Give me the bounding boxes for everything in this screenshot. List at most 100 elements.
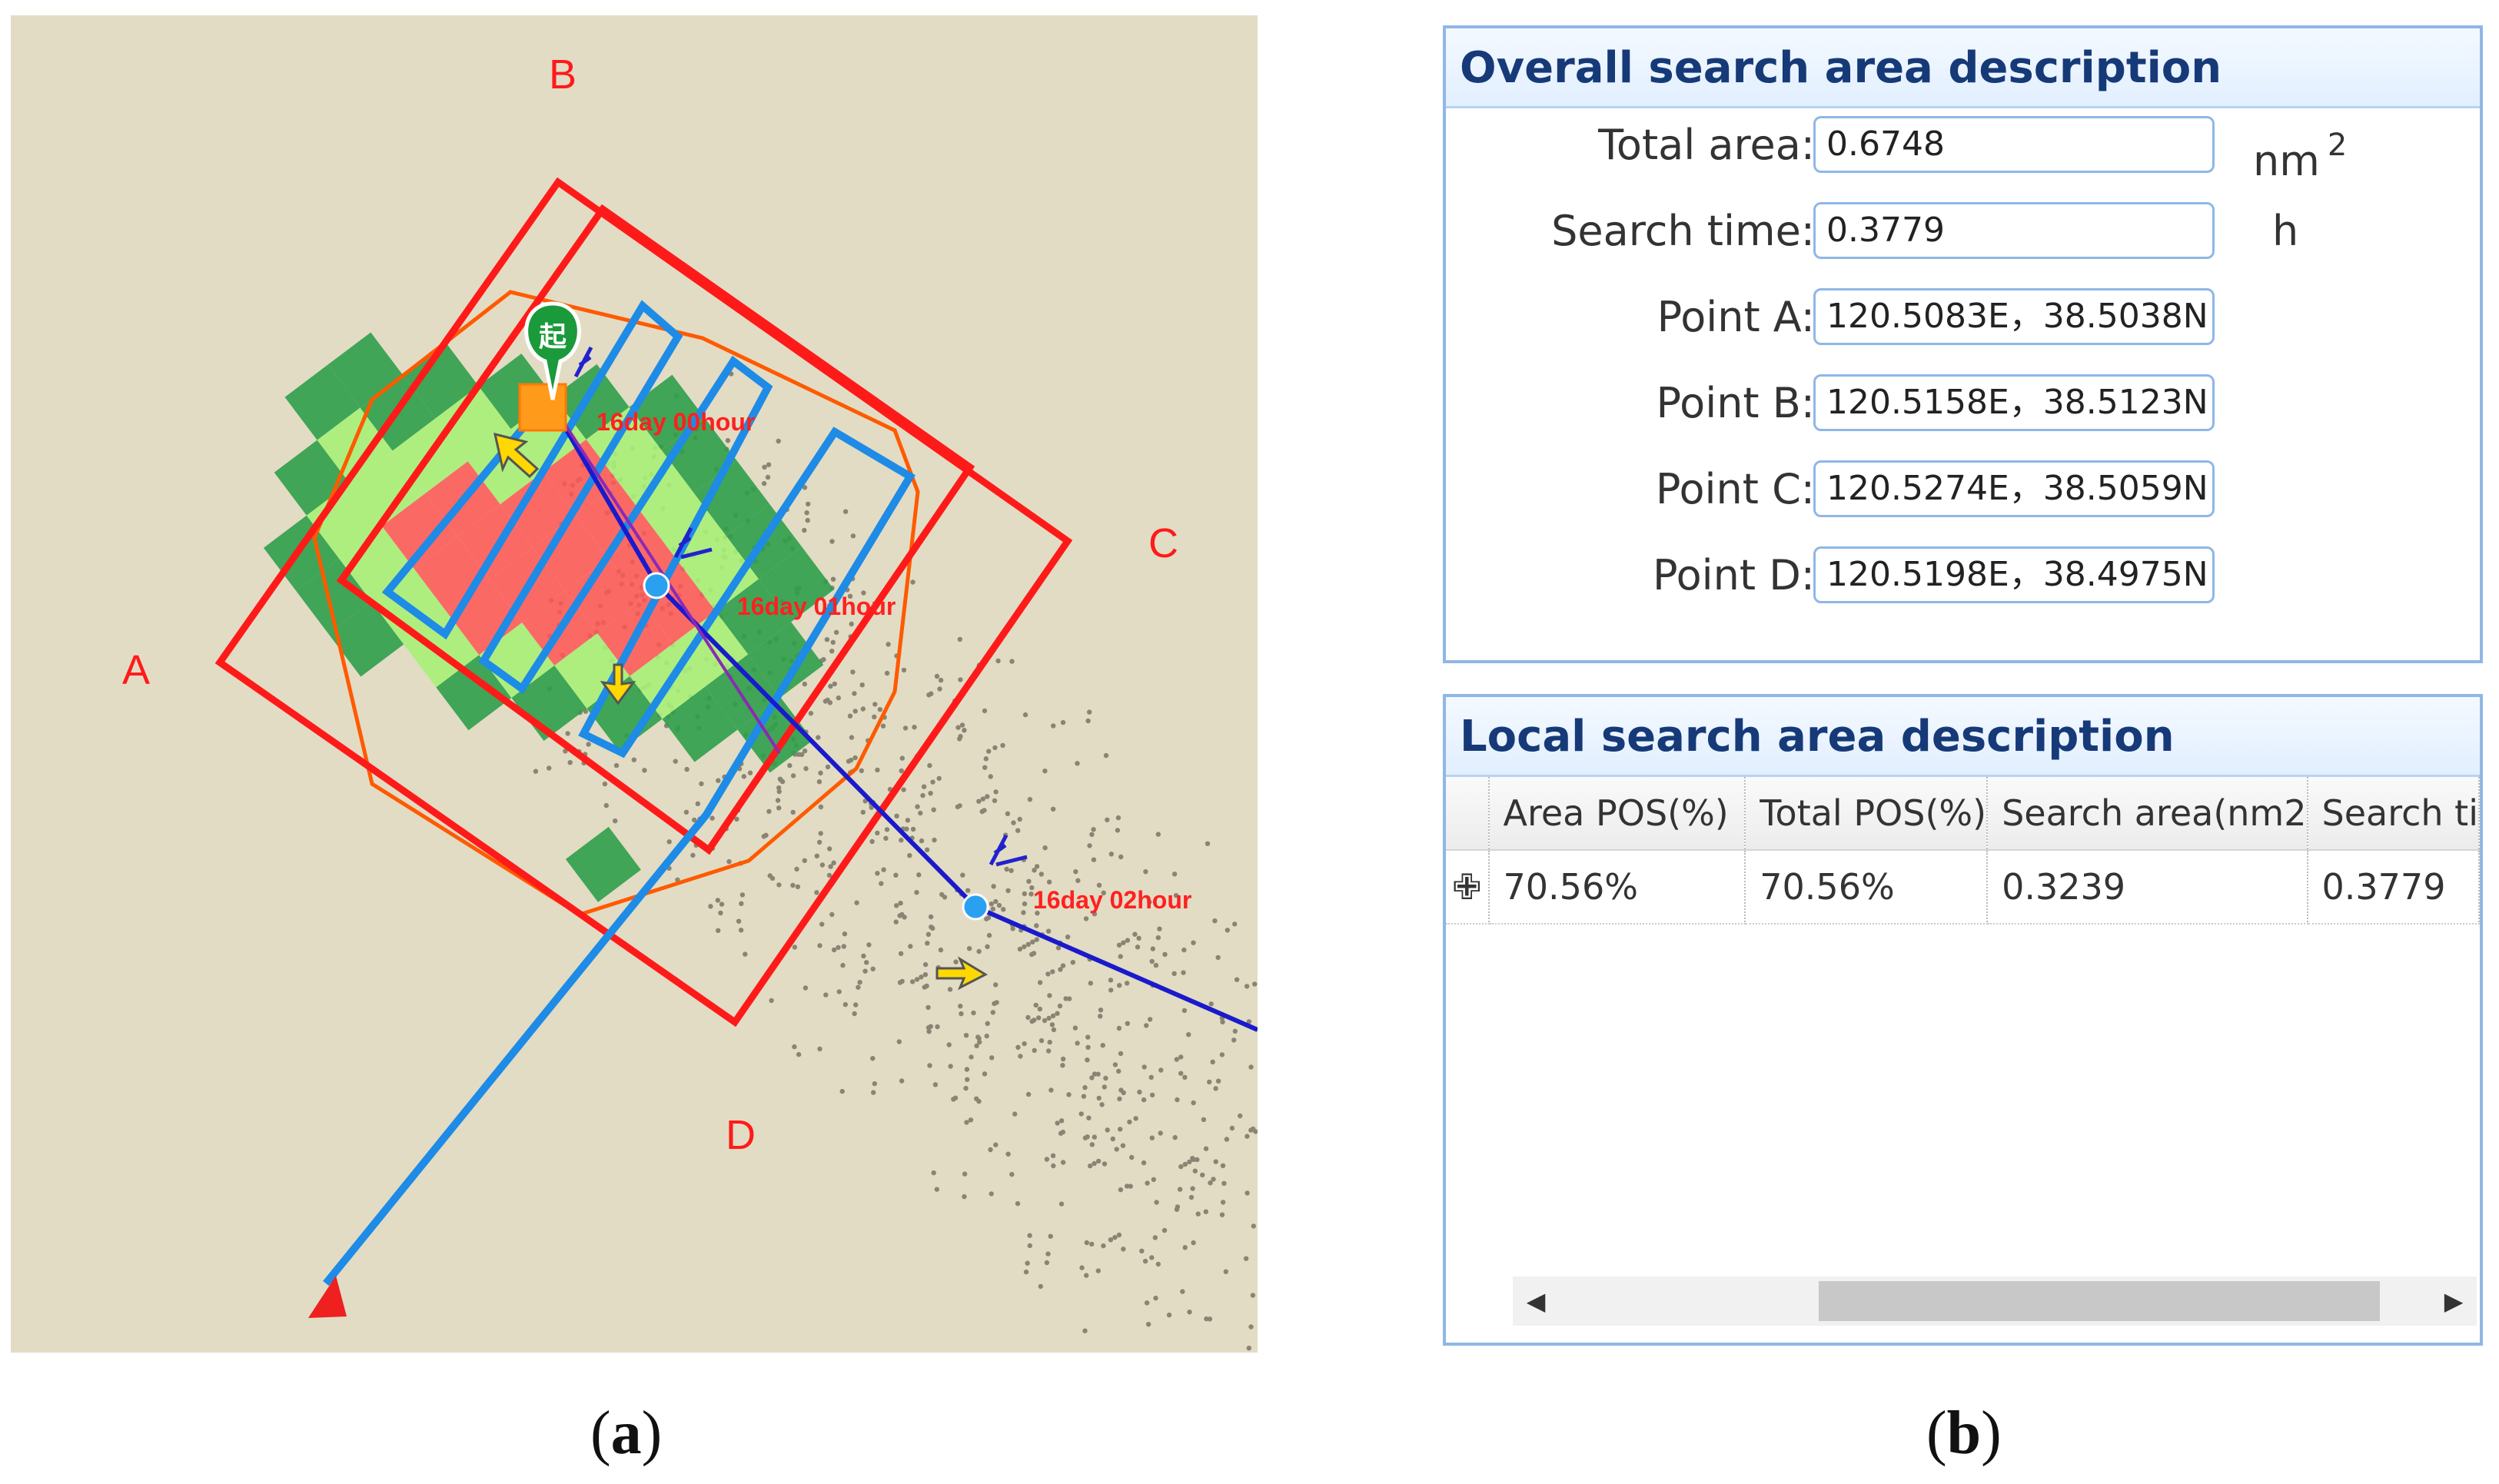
drift-particle bbox=[1205, 841, 1211, 847]
drift-particle bbox=[1238, 1113, 1243, 1119]
value-field[interactable]: 0.6748 bbox=[1813, 116, 2215, 173]
drift-particle bbox=[856, 984, 861, 990]
start-marker[interactable]: 起 bbox=[518, 301, 581, 432]
drift-particle bbox=[925, 1004, 931, 1011]
column-header[interactable]: Search ti bbox=[2307, 777, 2480, 851]
overall-row: Total area: 0.6748 nm 2 bbox=[1446, 115, 2480, 185]
drift-particle bbox=[1114, 1147, 1119, 1152]
drift-particle bbox=[1045, 971, 1051, 977]
drift-particle bbox=[1042, 845, 1048, 851]
drift-particle bbox=[777, 776, 783, 782]
drift-particle bbox=[1095, 1158, 1102, 1164]
drift-particle bbox=[1092, 1160, 1097, 1167]
drift-particle bbox=[1148, 1074, 1154, 1081]
drift-particle bbox=[816, 779, 822, 785]
drift-particle bbox=[1015, 828, 1021, 833]
scrollbar-thumb[interactable] bbox=[1819, 1281, 2380, 1321]
horizontal-scrollbar[interactable]: ◀ ▶ bbox=[1513, 1277, 2477, 1326]
drift-particle bbox=[960, 872, 965, 878]
drift-particle bbox=[1084, 1240, 1090, 1246]
overall-row: Point D: 120.5198E，38.4975N bbox=[1446, 545, 2480, 606]
drift-particle bbox=[959, 1011, 964, 1017]
drift-particle bbox=[982, 708, 988, 714]
column-header[interactable]: Total POS(%) bbox=[1745, 777, 1989, 851]
overall-row: Point A: 120.5083E，38.5038N bbox=[1446, 287, 2480, 348]
drift-particle bbox=[1011, 820, 1016, 825]
drift-particle bbox=[1118, 1087, 1124, 1093]
table-cell: 70.56% bbox=[1745, 850, 1989, 925]
search-map[interactable]: 起 16day 00hour 16day 01hour 16day 02hour… bbox=[11, 15, 1258, 1353]
drift-particle bbox=[1137, 1089, 1142, 1095]
drift-particle bbox=[1246, 1019, 1252, 1024]
waypoint-02h[interactable] bbox=[962, 893, 989, 921]
drift-particle bbox=[802, 681, 808, 687]
drift-particle bbox=[931, 1170, 936, 1176]
overall-panel-title: Overall search area description bbox=[1446, 28, 2480, 108]
drift-particle bbox=[849, 735, 855, 740]
probability-cell bbox=[296, 558, 372, 634]
drift-particle bbox=[1192, 1168, 1198, 1174]
drift-particle bbox=[802, 485, 808, 490]
drift-particle bbox=[986, 749, 992, 754]
drift-particle bbox=[1246, 1346, 1252, 1351]
drift-particle bbox=[861, 953, 866, 959]
drift-particle bbox=[1178, 1164, 1184, 1170]
drift-particle bbox=[790, 809, 796, 815]
drift-particle bbox=[957, 803, 962, 808]
drift-particle bbox=[899, 1078, 905, 1084]
drift-particle bbox=[817, 1046, 822, 1052]
drift-particle bbox=[1057, 1003, 1063, 1009]
drift-particle bbox=[1009, 1171, 1015, 1177]
drift-particle bbox=[932, 837, 937, 843]
scroll-left-icon[interactable]: ◀ bbox=[1526, 1287, 1546, 1315]
drift-particle bbox=[991, 884, 996, 889]
drift-particle bbox=[602, 781, 608, 787]
drift-particle bbox=[919, 838, 925, 844]
drift-particle bbox=[976, 948, 982, 954]
drift-particle bbox=[899, 768, 904, 774]
waypoint-01h[interactable] bbox=[643, 572, 670, 599]
table-row[interactable]: ✙ 70.56% 70.56% 0.3239 0.3779 bbox=[1446, 850, 2480, 925]
drift-particle bbox=[1147, 1017, 1153, 1022]
expand-row-icon[interactable]: ✙ bbox=[1446, 850, 1490, 925]
drift-particle bbox=[922, 961, 929, 968]
drift-particle bbox=[850, 669, 856, 675]
value-field[interactable]: 120.5158E，38.5123N bbox=[1813, 374, 2215, 431]
drift-particle bbox=[631, 757, 636, 762]
drift-particle bbox=[1105, 817, 1110, 823]
scroll-right-icon[interactable]: ▶ bbox=[2444, 1287, 2464, 1315]
drift-particle bbox=[995, 658, 1001, 664]
value-field[interactable]: 120.5198E，38.4975N bbox=[1813, 546, 2215, 603]
drift-particle bbox=[1118, 954, 1123, 959]
drift-particle bbox=[825, 764, 831, 770]
drift-particle bbox=[1065, 935, 1071, 940]
probability-cell bbox=[284, 364, 361, 440]
value-field[interactable]: 0.3779 bbox=[1813, 202, 2215, 259]
drift-particle bbox=[743, 951, 748, 957]
drift-particle bbox=[842, 1001, 849, 1008]
drift-particle bbox=[806, 501, 811, 506]
drift-particle bbox=[853, 1002, 859, 1008]
drift-particle bbox=[818, 831, 823, 836]
drift-particle bbox=[1188, 1194, 1195, 1200]
drift-particle bbox=[1171, 871, 1178, 877]
drift-particle bbox=[869, 838, 875, 845]
drift-particle bbox=[1232, 1028, 1238, 1034]
start-square-icon bbox=[518, 383, 567, 432]
drift-particle bbox=[1108, 988, 1114, 993]
drift-particle bbox=[1047, 993, 1052, 998]
drift-particle bbox=[1181, 970, 1186, 975]
probability-cell bbox=[328, 601, 404, 677]
column-header[interactable]: Search area(nm2 bbox=[1987, 777, 2308, 851]
value-field[interactable]: 120.5083E，38.5038N bbox=[1813, 288, 2215, 345]
value-field[interactable]: 120.5274E，38.5059N bbox=[1813, 460, 2215, 517]
column-header[interactable]: Area POS(%) bbox=[1488, 777, 1746, 851]
drift-particle bbox=[833, 629, 839, 635]
drift-particle bbox=[1117, 983, 1122, 988]
drift-particle bbox=[1015, 1200, 1021, 1207]
drift-particle bbox=[666, 839, 672, 845]
local-search-panel: Local search area description Area POS(%… bbox=[1443, 694, 2483, 1346]
drift-particle bbox=[894, 903, 899, 908]
corner-label-d: D bbox=[726, 1112, 756, 1158]
drift-particle bbox=[1098, 1014, 1103, 1019]
